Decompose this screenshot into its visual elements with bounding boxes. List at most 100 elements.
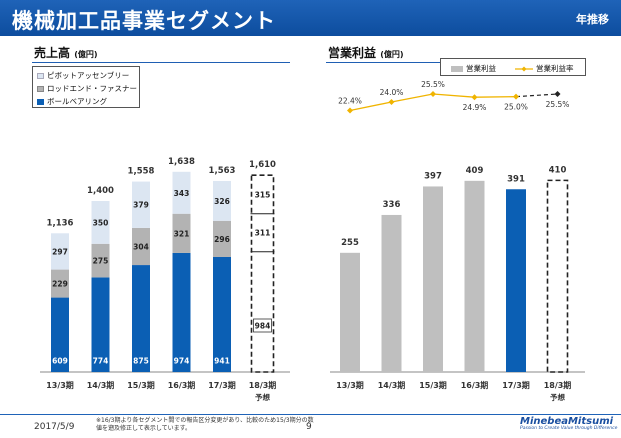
sales-bar-segment [213,180,231,221]
profit-category-label: 18/3期 [544,380,572,390]
sales-total-label: 1,400 [87,186,114,196]
sales-bar-segment [172,252,191,372]
sales-total-label: 1,558 [128,167,155,177]
sales-total-label: 1,610 [249,160,276,170]
profit-value-label: 410 [549,165,567,175]
profit-value-label: 391 [507,174,525,184]
sales-legend-item-rod: ロッドエンド・ファスナー [37,83,137,94]
sales-bar-segment [213,256,231,372]
trend-label: 年推移 [576,13,609,26]
sales-value-label: 297 [52,247,68,256]
profit-forecast-bar [546,179,569,373]
sales-value-label: 941 [214,357,230,366]
profit-value-label: 397 [424,171,442,181]
sales-value-box [214,355,230,366]
sales-bar-segment [91,277,110,372]
sales-bar-segment [132,181,150,228]
logo-tagline: Passion to Create Value through Differen… [520,426,618,431]
profit-bar [340,252,360,372]
profit-bar [464,180,485,372]
margin-value-label: 25.0% [504,103,528,112]
sales-value-label: 609 [52,357,68,366]
sales-value-box [173,355,190,366]
sales-unit: (億円) [74,50,98,59]
sales-bar-segment [91,201,110,244]
legend-line-marker [515,66,533,71]
sales-legend-item-ball: ボールベアリング [37,96,107,107]
sales-bar-segment [172,213,191,253]
margin-point [554,91,561,97]
sales-value-label: 343 [174,189,190,198]
sales-value-label: 296 [214,235,230,244]
profit-legend: 営業利益 営業利益率 [440,58,586,76]
margin-point [347,107,353,114]
margin-point [388,99,395,105]
sales-value-label: 326 [214,197,230,206]
legend-swatch [37,98,44,105]
legend-swatch [37,85,44,92]
legend-label: 営業利益率 [536,64,574,73]
profit-value-label: 336 [383,200,401,210]
sales-bar-segment [51,269,69,298]
footer-date: 2017/5/9 [34,422,75,432]
profit-category-label: 14/3期 [378,380,406,390]
sales-category-label: 18/3期 [249,380,277,390]
profit-title: 営業利益 (億円) [328,44,404,61]
profit-legend-item-line: 営業利益率 [515,63,574,74]
sales-forecast-bar [250,174,275,373]
sales-value-label: 229 [52,280,68,289]
sales-value-label: 321 [174,229,190,238]
sales-value-box [92,355,109,366]
legend-label: ボールベアリング [47,97,107,106]
sales-category-label: 14/3期 [87,380,115,390]
margin-point [471,94,478,101]
sales-value-box [133,355,149,366]
profit-category-sublabel: 予想 [550,392,565,402]
sales-title-text: 売上高 [34,46,71,60]
sales-total-label: 1,563 [209,166,236,176]
legend-label: ピボットアッセンブリー [47,71,130,80]
profit-legend-item-bar: 営業利益 [451,63,496,74]
sales-forecast-value-box [253,318,272,333]
profit-bar [506,189,526,372]
sales-bar-segment [91,243,110,278]
sales-title-underline [32,62,290,63]
profit-title-text: 営業利益 [328,46,377,60]
margin-value-label: 24.0% [380,88,404,97]
sales-category-label: 16/3期 [168,380,196,390]
sales-bar-segment [51,233,69,270]
page-number: 9 [306,422,312,432]
sales-value-label: 774 [93,357,109,366]
margin-value-label: 22.4% [338,97,362,106]
profit-category-label: 13/3期 [336,380,364,390]
footer-divider [0,414,621,415]
sales-category-sublabel: 予想 [255,392,270,402]
sales-category-label: 13/3期 [46,380,74,390]
profit-category-label: 16/3期 [461,380,489,390]
sales-value-label: 275 [93,257,109,266]
sales-value-label: 984 [255,322,271,331]
sales-bar-segment [172,171,191,214]
margin-value-label: 24.9% [463,103,487,112]
margin-point [513,93,519,100]
legend-swatch [451,65,463,72]
profit-category-label: 15/3期 [419,380,447,390]
margin-value-label: 25.5% [421,80,445,89]
profit-bar [381,214,402,372]
sales-legend-item-pivot: ピボットアッセンブリー [37,70,129,81]
legend-swatch [37,72,44,79]
logo-name: MinebeaMitsumi [520,416,614,427]
sales-category-label: 15/3期 [127,380,155,390]
company-logo: MinebeaMitsumi Passion to Create Value t… [520,416,617,431]
page-title: 機械加工品事業セグメント [12,9,276,33]
sales-bar-segment [213,220,231,257]
sales-value-label: 315 [255,190,271,199]
sales-total-label: 1,136 [47,218,74,228]
sales-value-box [52,355,68,366]
profit-unit: (億円) [380,50,404,59]
profit-value-label: 255 [341,238,359,248]
margin-point [430,91,436,97]
sales-value-label: 304 [133,242,149,251]
legend-label: ロッドエンド・ファスナー [47,84,137,93]
margin-forecast-line [515,93,558,98]
